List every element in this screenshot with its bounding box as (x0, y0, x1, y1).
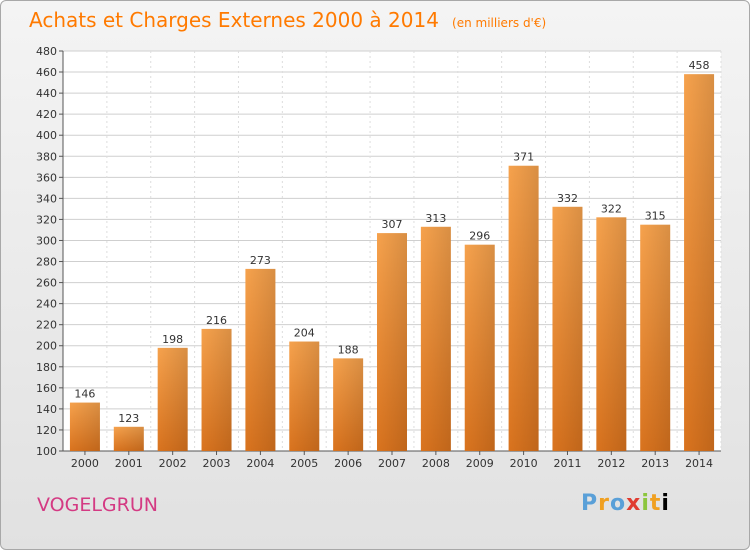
data-label: 307 (382, 218, 403, 231)
data-label: 458 (689, 59, 710, 72)
y-tick-label: 300 (36, 234, 57, 247)
y-tick-label: 140 (36, 403, 57, 416)
y-tick-label: 280 (36, 256, 57, 269)
y-tick-label: 240 (36, 298, 57, 311)
data-label: 371 (513, 151, 534, 164)
x-tick-label: 2000 (71, 457, 99, 470)
data-label: 204 (294, 327, 315, 340)
bar-layer (69, 74, 715, 451)
bar-shade (464, 244, 495, 451)
y-tick-label: 480 (36, 45, 57, 58)
logo-letter: t (649, 491, 662, 516)
x-tick-label: 2005 (290, 457, 318, 470)
x-tick-label: 2010 (510, 457, 538, 470)
x-tick-label: 2002 (159, 457, 187, 470)
bar-shade (508, 165, 539, 451)
bar-shade (245, 268, 276, 451)
logo-letter: P (581, 491, 599, 516)
y-tick-label: 340 (36, 192, 57, 205)
y-tick-label: 220 (36, 319, 57, 332)
data-label: 313 (425, 212, 446, 225)
x-tick-label: 2006 (334, 457, 362, 470)
x-tick-label: 2013 (641, 457, 669, 470)
label-layer: 146 123 198 216 273 204 188 307 313 296 371 332 322 3… (74, 59, 709, 425)
commune-name: VOGELGRUN (37, 494, 158, 516)
y-tick-label: 200 (36, 340, 57, 353)
chart-title: Achats et Charges Externes 2000 à 2014 (29, 8, 439, 32)
data-label: 198 (162, 333, 183, 346)
bar-shade (113, 426, 144, 451)
proxiti-logo: Proxiti (581, 491, 670, 516)
bar-shade (596, 217, 627, 451)
bar-shade (289, 341, 320, 451)
logo-letter: o (609, 491, 627, 516)
logo-letter: r (598, 491, 610, 516)
chart-title-block: Achats et Charges Externes 2000 à 2014 (… (29, 8, 546, 32)
y-tick-label: 460 (36, 66, 57, 79)
data-label: 332 (557, 192, 578, 205)
x-tick-label: 2004 (246, 457, 274, 470)
y-tick-label: 420 (36, 108, 57, 121)
y-tick-label: 440 (36, 87, 57, 100)
bar-shade (157, 347, 188, 451)
logo-letter: x (626, 491, 642, 516)
x-tick-label: 2003 (203, 457, 231, 470)
bar-shade (69, 402, 100, 451)
y-tick-label: 100 (36, 445, 57, 458)
data-label: 315 (645, 210, 666, 223)
x-tick-label: 2007 (378, 457, 406, 470)
chart-unit: (en milliers d'€) (452, 16, 547, 30)
x-tick-label: 2009 (466, 457, 494, 470)
bar-shade (552, 206, 583, 451)
y-tick-label: 160 (36, 382, 57, 395)
x-tick-label: 2001 (115, 457, 143, 470)
y-tick-label: 380 (36, 150, 57, 163)
bar-shade (684, 74, 715, 451)
y-tick-label: 320 (36, 213, 57, 226)
data-label: 188 (338, 343, 359, 356)
x-tick-label: 2012 (597, 457, 625, 470)
bar-shade (377, 233, 407, 451)
logo-letter: i (661, 491, 670, 516)
y-tick-label: 260 (36, 277, 57, 290)
data-label: 322 (601, 202, 622, 215)
y-tick-label: 180 (36, 361, 57, 374)
bar-shade (333, 358, 364, 451)
data-label: 216 (206, 314, 227, 327)
logo-letter: i (641, 491, 650, 516)
x-tick-label: 2011 (553, 457, 581, 470)
y-tick-label: 360 (36, 171, 57, 184)
data-label: 146 (74, 388, 95, 401)
data-label: 123 (118, 412, 139, 425)
y-tick-label: 400 (36, 129, 57, 142)
bar-shade (640, 224, 671, 451)
bar-shade (420, 226, 451, 451)
x-tick-label: 2008 (422, 457, 450, 470)
data-label: 273 (250, 254, 271, 267)
data-label: 296 (469, 230, 490, 243)
bar-shade (201, 328, 232, 451)
y-tick-label: 120 (36, 424, 57, 437)
x-tick-label: 2014 (685, 457, 713, 470)
